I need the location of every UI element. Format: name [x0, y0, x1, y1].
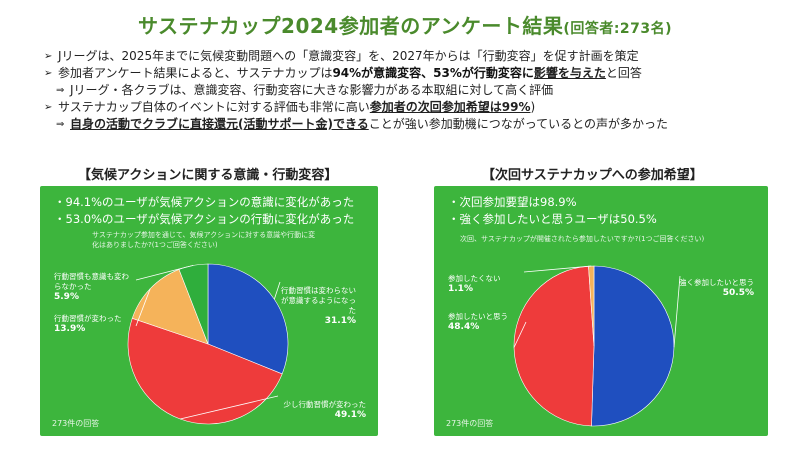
right-chart-panel: ・次回参加要望は98.9% ・強く参加したいと思うユーザは50.5% 次回、サス… — [434, 186, 768, 436]
left-label-aware-pct: 31.1% — [324, 316, 356, 326]
summary-bullet-text: と回答 — [605, 66, 642, 80]
left-response-count: 273件の回答 — [52, 419, 100, 428]
left-label-aware-text: 行動習慣は変わらないが意識するようになった — [281, 286, 356, 315]
right-label-want-text: 参加したいと思う — [448, 312, 508, 321]
left-chart-question: サステナカップ参加を通じて、気候アクションに対する意識や行動に変化はありましたか… — [92, 231, 316, 249]
leader-line-1 — [673, 275, 681, 348]
summary-bullet-3: ⇒ Jリーグ・各クラブは、意識変容、行動変容に大きな影響力がある本取組に対して高く… — [44, 82, 784, 99]
arrowhead-icon: ➢ — [44, 51, 53, 62]
arrowhead-icon: ➢ — [44, 102, 53, 113]
right-label-strong-text: 強く参加したいと思う — [679, 278, 754, 287]
summary-bullet-text: Jリーグは、2025年までに気候変動問題への「意識変容」を、2027年からは「行… — [58, 49, 639, 63]
leader-line-1 — [273, 281, 281, 300]
summary-bullet-2: ➢ 参加者アンケート結果によると、サステナカップは94%が意識変容、53%が行動変… — [44, 65, 784, 82]
summary-bullet-text: 参加者アンケート結果によると、サステナカップは — [58, 66, 333, 80]
left-panel-heading: 【気候アクションに関する意識・行動変容】 — [78, 168, 338, 183]
pie-slice-1 — [207, 263, 289, 375]
left-label-slight-text: 少し行動習慣が変わった — [283, 400, 367, 409]
right-label-not: 参加したくない 1.1% — [448, 274, 501, 294]
summary-bullet-text: ことが強い参加動機につながっているとの声が多かった — [368, 117, 669, 131]
pie-slice-2 — [513, 265, 595, 427]
summary-bullet-4: ➢ サステナカップ自体のイベントに対する評価も非常に高い参加者の次回参加希望は99… — [44, 99, 784, 116]
summary-bullet-text: 94%が意識変容、53%が行動変容に — [332, 66, 534, 80]
pie-slice-1 — [591, 265, 675, 427]
summary-bullet-text: ) — [530, 100, 536, 114]
left-panel-bullet-2: ・53.0%のユーザが気候アクションの行動に変化があった — [54, 212, 355, 226]
summary-bullet-5: ⇒ 自身の活動でクラブに直接還元(活動サポート金)できることが強い参加動機につなが… — [44, 116, 784, 133]
title-respondents: (回答者:273名) — [563, 21, 673, 37]
arrow-icon: ⇒ — [56, 85, 65, 96]
left-label-slight: 少し行動習慣が変わった 49.1% — [276, 400, 367, 420]
right-label-want: 参加したいと思う 48.4% — [448, 312, 508, 332]
left-panel-bullet-1: ・94.1%のユーザが気候アクションの意識に変化があった — [54, 195, 355, 209]
leader-line-3 — [135, 288, 151, 327]
right-label-not-pct: 1.1% — [448, 284, 473, 294]
leader-line-2 — [513, 321, 527, 348]
left-label-nochange-text: 行動習慣も意識も変わらなかった — [54, 272, 129, 291]
left-chart-panel: ・94.1%のユーザが気候アクションの意識に変化があった ・53.0%のユーザが… — [40, 186, 378, 436]
right-label-want-pct: 48.4% — [448, 322, 480, 332]
pie-slice-4 — [178, 263, 209, 345]
summary-bullet-text: 参加者の次回参加希望は99% — [369, 100, 531, 114]
arrow-icon: ⇒ — [56, 119, 65, 130]
left-label-aware: 行動習慣は変わらないが意識するようになった 31.1% — [276, 286, 356, 326]
right-chart-question: 次回、サステナカップが開催されたら参加したいですか?(1つご回答ください) — [460, 235, 705, 243]
summary-bullet-text: 自身の活動でクラブに直接還元(活動サポート金)できる — [70, 117, 369, 131]
left-pie-chart — [127, 263, 289, 425]
arrowhead-icon: ➢ — [44, 68, 53, 79]
left-label-slight-pct: 49.1% — [334, 410, 366, 420]
right-panel-heading: 【次回サステナカップへの参加希望】 — [482, 168, 703, 183]
right-response-count: 273件の回答 — [446, 419, 494, 428]
right-label-strong-pct: 50.5% — [722, 288, 754, 298]
right-pie-chart — [513, 265, 681, 427]
right-label-strong: 強く参加したいと思う 50.5% — [678, 278, 754, 298]
pie-slice-2 — [127, 317, 283, 425]
left-label-changed-text: 行動習慣が変わった — [54, 314, 122, 323]
summary-bullets: ➢ Jリーグは、2025年までに気候変動問題への「意識変容」を、2027年からは「… — [44, 48, 784, 133]
right-panel-bullet-1: ・次回参加要望は98.9% — [448, 195, 577, 209]
summary-bullet-text: サステナカップ自体のイベントに対する評価も非常に高い — [58, 100, 370, 114]
left-label-changed-pct: 13.9% — [54, 324, 86, 334]
right-panel-bullet-2: ・強く参加したいと思うユーザは50.5% — [448, 212, 657, 226]
left-label-nochange-pct: 5.9% — [54, 292, 79, 302]
title-main: サステナカップ2024参加者のアンケート結果 — [137, 14, 564, 38]
right-label-not-text: 参加したくない — [448, 274, 501, 283]
left-label-changed: 行動習慣が変わった 13.9% — [54, 314, 134, 334]
summary-bullet-1: ➢ Jリーグは、2025年までに気候変動問題への「意識変容」を、2027年からは「… — [44, 48, 784, 65]
summary-bullet-text: Jリーグ・各クラブは、意識変容、行動変容に大きな影響力がある本取組に対して高く評… — [70, 83, 554, 97]
leader-line-2 — [180, 395, 279, 420]
leader-line-3 — [523, 265, 592, 273]
leader-line-4 — [135, 264, 194, 281]
left-label-nochange: 行動習慣も意識も変わらなかった 5.9% — [54, 272, 136, 302]
summary-bullet-text: 影響を与えた — [533, 66, 606, 80]
page-title: サステナカップ2024参加者のアンケート結果(回答者:273名) — [0, 10, 810, 39]
